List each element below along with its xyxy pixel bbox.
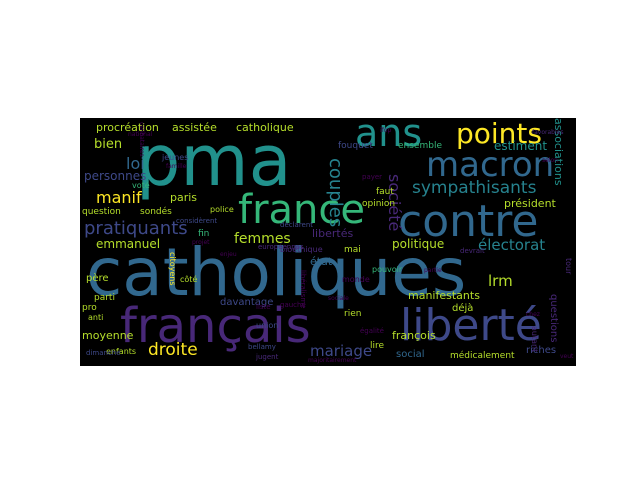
word-deja: déjà	[452, 303, 474, 314]
word-president: président	[504, 197, 556, 210]
word-sympathisants: sympathisants	[412, 178, 537, 198]
word-pratiquants: pratiquants	[84, 218, 188, 239]
word-majoritairement: majoritairement	[308, 357, 357, 364]
word-macron: macron	[426, 145, 555, 185]
word-dimanche: dimanche	[86, 349, 121, 357]
word-ifop: ifop	[380, 127, 392, 134]
word-ans: ans	[355, 118, 423, 155]
word-loi: loi	[126, 154, 145, 173]
word-selon: selon	[542, 157, 558, 164]
word-mai: mai	[344, 245, 361, 255]
word-manifestants: manifestants	[408, 289, 480, 302]
word-libertes: libertés	[312, 227, 354, 240]
word-contre: contre	[398, 196, 539, 247]
word-catholique: catholique	[236, 121, 294, 134]
word-chez: chez	[526, 311, 540, 318]
word-police: police	[210, 205, 234, 214]
word-fin: fin	[198, 229, 210, 239]
word-egalite: égalité	[360, 327, 384, 335]
word-femmes: femmes	[234, 231, 291, 247]
word-points: points	[456, 118, 542, 150]
word-pere: père	[86, 273, 109, 284]
word-etat: état	[310, 255, 333, 268]
word-autant: autant	[530, 326, 539, 353]
word-tour: tour	[564, 258, 573, 275]
word-mariage: mariage	[310, 342, 373, 360]
word-liste: liste	[256, 303, 271, 311]
word-fouquet: fouquet	[338, 141, 373, 151]
word-estiment: estiment	[494, 139, 548, 153]
word-gauche: gauche	[280, 301, 306, 309]
word-enjeu: enjeu	[220, 251, 237, 258]
word-emmanuel: emmanuel	[96, 237, 161, 251]
word-devrait: devrait	[460, 247, 485, 255]
word-moyenne: moyenne	[82, 329, 134, 342]
word-vote: voté	[132, 181, 150, 190]
word-ensemble: ensemble	[398, 141, 442, 151]
word-enfants: enfants	[106, 347, 137, 356]
word-considerent: considèrent	[176, 217, 218, 225]
word-anti: anti	[88, 313, 104, 322]
word-questions: questions	[548, 294, 559, 343]
word-pma: pma	[136, 120, 292, 202]
word-francais: français	[120, 298, 311, 354]
word-bellamy: bellamy	[248, 343, 276, 351]
word-electorat: électorat	[478, 236, 546, 254]
word-bien: bien	[94, 137, 123, 152]
word-opinion: opinion	[362, 199, 396, 209]
word-medicalement: médicalement	[450, 351, 515, 361]
word-davantage: davantage	[220, 297, 274, 308]
word-monde: monde	[342, 275, 370, 284]
word-cote: côté	[180, 275, 198, 284]
word-politique: politique	[392, 237, 445, 251]
word-france: france	[238, 187, 365, 233]
word-projet: projet	[192, 239, 210, 246]
word-parti: parti	[94, 293, 115, 303]
word-partie: partie	[424, 267, 442, 274]
word-liberalisme: libéralisme	[299, 270, 307, 309]
word-question: question	[82, 207, 121, 217]
word-favorables: favorables	[532, 129, 564, 136]
word-national: national	[128, 131, 153, 138]
word-sondes: sondés	[140, 207, 172, 217]
word-manif: manif	[96, 188, 142, 207]
word-faut: faut	[376, 187, 394, 197]
word-personnes: personnes	[84, 169, 147, 183]
word-rien: rien	[344, 309, 362, 319]
word-social: social	[396, 349, 425, 360]
word-sociale: sociale	[328, 295, 349, 302]
word-celibataires: célibataires	[138, 122, 145, 157]
word-bioethique: bioéthique	[280, 245, 323, 254]
word-union: union	[256, 321, 279, 330]
word-jeunes: jeunes	[162, 153, 189, 162]
word-droite: droite	[148, 340, 198, 360]
word-declarent: déclarent	[280, 221, 314, 229]
word-payer: payer	[362, 173, 383, 181]
word-pro: pro	[82, 303, 97, 313]
word-famille: famille	[166, 163, 187, 170]
word-lire: lire	[370, 341, 385, 351]
word-jugent: jugent	[256, 353, 279, 361]
word-liberte: liberté	[400, 300, 542, 351]
word-europeennes: européennes	[258, 243, 304, 251]
word-cloud: pma catholiques français liberté contre …	[80, 118, 576, 366]
word-veut: veut	[560, 353, 574, 360]
word-lrm: lrm	[488, 272, 513, 290]
word-francois: françois	[392, 329, 436, 342]
word-assistee: assistée	[172, 121, 217, 134]
word-pouvoir: pouvoir	[372, 265, 403, 274]
word-paris: paris	[170, 191, 198, 204]
word-catholiques: catholiques	[86, 234, 467, 311]
word-citoyens: citoyens	[168, 252, 177, 286]
word-procreation: procréation	[96, 121, 159, 134]
word-couples: couples	[325, 158, 346, 228]
word-riches: riches	[526, 345, 557, 356]
